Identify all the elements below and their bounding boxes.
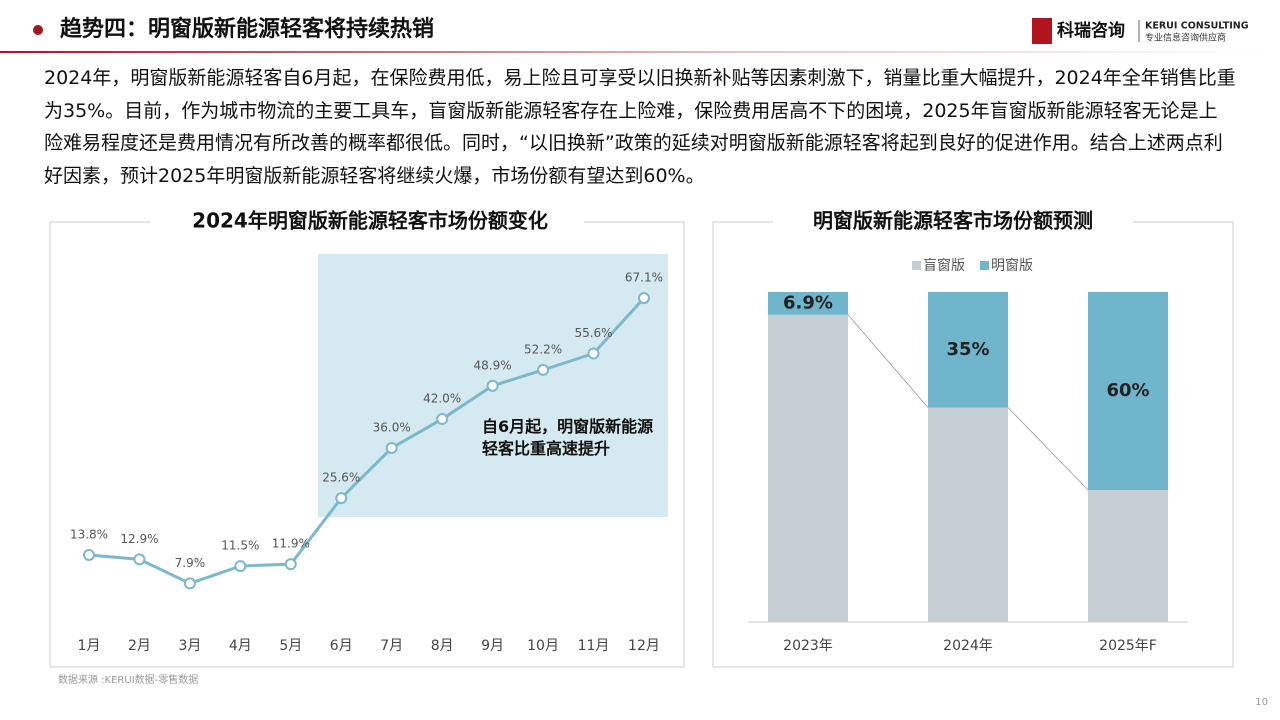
slide-title: 趋势四：明窗版新能源轻客将持续热销 [60, 16, 434, 42]
point [133, 553, 146, 566]
legend-swatch [912, 261, 921, 270]
bar-segment [1088, 490, 1168, 622]
bar-segment [1088, 292, 1168, 490]
x-tick-label: 9月 [481, 638, 504, 654]
value-label: 25.6% [322, 471, 360, 485]
x-tick-label: 5月 [279, 638, 302, 654]
bar-segment [928, 407, 1008, 622]
point [486, 379, 499, 392]
logo-english: KERUI CONSULTING [1145, 21, 1249, 32]
point [436, 413, 449, 426]
legend-label: 明窗版 [991, 257, 1033, 274]
legend-swatch [980, 261, 989, 270]
x-tick-label: 7月 [380, 638, 403, 654]
value-label: 42.0% [423, 392, 461, 406]
title-bg [773, 206, 1133, 238]
point [335, 492, 348, 505]
value-label: 60% [1106, 380, 1149, 401]
page-number: 10 [1255, 697, 1268, 708]
connector [1007, 407, 1089, 491]
line [88, 297, 646, 586]
x-tick-label: 10月 [527, 638, 559, 654]
point [83, 548, 95, 561]
x-tick-label: 12月 [628, 638, 660, 654]
x-tick-label: 11月 [578, 638, 610, 654]
value-label: 35% [946, 339, 989, 360]
value-label: 52.2% [524, 342, 562, 356]
point [637, 292, 650, 305]
paragraph: 2024年，明窗版新能源轻客自6月起，在保险费用低，易上险且可享受以旧换新补贴等… [44, 67, 1236, 187]
point [234, 560, 247, 573]
x-tick-label: 2月 [128, 638, 151, 654]
source: 数据来源 :KERUI数据-零售数据 [58, 673, 198, 686]
value-label: 36.0% [373, 420, 411, 434]
bar-segment [928, 292, 1008, 408]
point [385, 441, 398, 454]
value-label: 55.6% [574, 326, 612, 340]
x-tick-label: 4月 [229, 638, 252, 654]
value-label: 13.8% [70, 527, 108, 541]
value-label: 67.1% [625, 271, 663, 285]
bullet [33, 25, 43, 35]
x-tick-label: 1月 [78, 638, 101, 654]
value-label: 7.9% [175, 556, 206, 570]
annotation: 自6月起，明窗版新能源轻客比重高速提升 [482, 417, 654, 458]
value-label: 11.5% [221, 539, 259, 553]
point [537, 363, 550, 376]
chart-title: 2024年明窗版新能源轻客市场份额变化 [192, 209, 548, 233]
bar-segment [768, 314, 848, 622]
point [183, 577, 196, 590]
x-tick-label: 8月 [431, 638, 454, 654]
x-tick-label: 3月 [178, 638, 201, 654]
logo-name: 科瑞咨询 [1057, 20, 1125, 41]
value-label: 12.9% [120, 532, 158, 546]
point [284, 558, 297, 571]
title-bg [150, 206, 584, 238]
legend-label: 盲窗版 [923, 257, 965, 274]
chart-title: 明窗版新能源轻客市场份额预测 [813, 209, 1093, 233]
x-tick-label: 2023年 [783, 638, 833, 654]
logo-icon [1032, 18, 1052, 44]
x-tick-label: 2025年F [1099, 638, 1157, 654]
value-label: 48.9% [474, 358, 512, 372]
connector [847, 314, 929, 408]
header-rule [0, 51, 1280, 53]
x-tick-label: 6月 [330, 638, 353, 654]
point [587, 347, 600, 360]
value-label: 11.9% [272, 537, 310, 551]
logo-tagline: 专业信息咨询供应商 [1145, 32, 1226, 44]
x-tick-label: 2024年 [943, 638, 993, 654]
value-label: 6.9% [783, 292, 833, 313]
bar-segment [768, 292, 848, 315]
